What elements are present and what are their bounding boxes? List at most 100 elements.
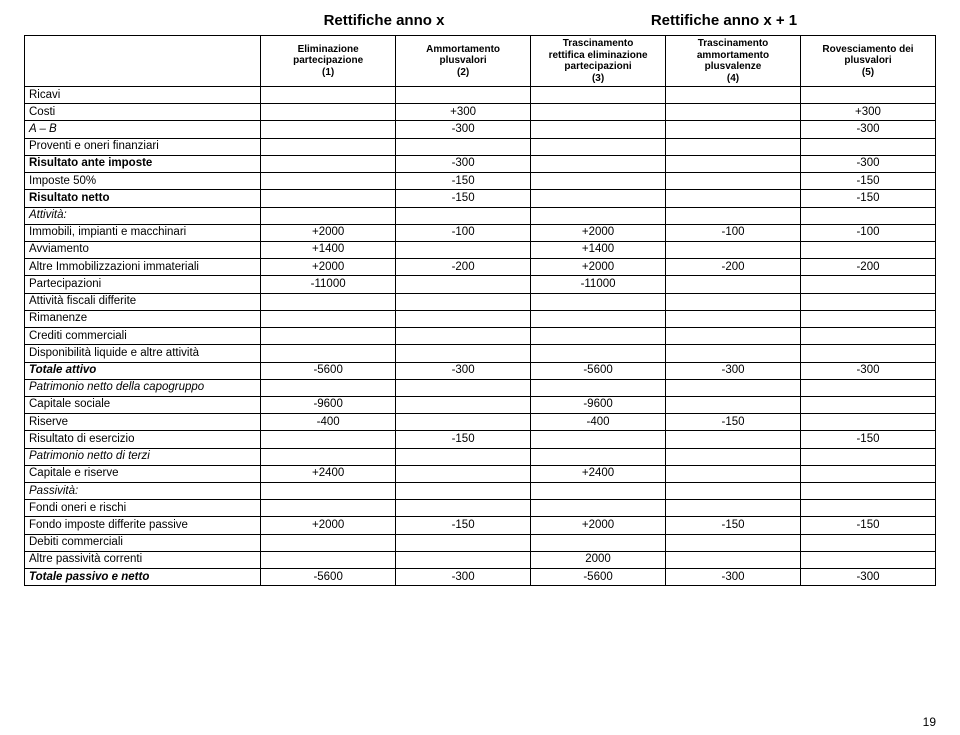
- cell: [666, 310, 801, 327]
- cell: [396, 551, 531, 568]
- cell: [396, 448, 531, 465]
- cell: [531, 121, 666, 138]
- cell: [800, 465, 935, 482]
- cell: [800, 448, 935, 465]
- cell: [666, 155, 801, 172]
- cell: [666, 483, 801, 500]
- row-label: Totale passivo e netto: [25, 569, 261, 586]
- cell: [261, 87, 396, 104]
- title-right: Rettifiche anno x + 1: [534, 12, 914, 29]
- table-row: Altre passività correnti2000: [25, 551, 936, 568]
- row-label: Risultato di esercizio: [25, 431, 261, 448]
- cell: -100: [666, 224, 801, 241]
- table-row: Debiti commerciali: [25, 534, 936, 551]
- table-row: Attività fiscali differite: [25, 293, 936, 310]
- adjustments-table: Eliminazionepartecipazione(1) Ammortamen…: [24, 35, 936, 586]
- cell: -300: [800, 121, 935, 138]
- table-row: Altre Immobilizzazioni immateriali+2000-…: [25, 259, 936, 276]
- cell: +2400: [531, 465, 666, 482]
- cell: [396, 310, 531, 327]
- cell: -300: [396, 155, 531, 172]
- row-label: Ricavi: [25, 87, 261, 104]
- cell: [666, 241, 801, 258]
- cell: [396, 465, 531, 482]
- row-label: A – B: [25, 121, 261, 138]
- cell: [261, 207, 396, 224]
- cell: -200: [396, 259, 531, 276]
- table-row: Disponibilità liquide e altre attività: [25, 345, 936, 362]
- cell: +1400: [531, 241, 666, 258]
- cell: -5600: [531, 569, 666, 586]
- cell: [666, 328, 801, 345]
- cell: [666, 190, 801, 207]
- cell: [261, 310, 396, 327]
- cell: [531, 379, 666, 396]
- cell: [261, 431, 396, 448]
- cell: [261, 379, 396, 396]
- cell: -150: [396, 431, 531, 448]
- row-label: Passività:: [25, 483, 261, 500]
- cell: [261, 173, 396, 190]
- cell: [800, 207, 935, 224]
- cell: [531, 173, 666, 190]
- cell: -100: [396, 224, 531, 241]
- cell: [800, 396, 935, 413]
- row-label: Risultato ante imposte: [25, 155, 261, 172]
- cell: -300: [666, 569, 801, 586]
- table-row: Rimanenze: [25, 310, 936, 327]
- table-row: Crediti commerciali: [25, 328, 936, 345]
- cell: [666, 534, 801, 551]
- table-row: Avviamento+1400+1400: [25, 241, 936, 258]
- cell: [261, 155, 396, 172]
- cell: -200: [800, 259, 935, 276]
- cell: [666, 551, 801, 568]
- table-row: Passività:: [25, 483, 936, 500]
- table-row: Imposte 50%-150-150: [25, 173, 936, 190]
- cell: [800, 138, 935, 155]
- row-label: Patrimonio netto di terzi: [25, 448, 261, 465]
- cell: [531, 345, 666, 362]
- cell: [396, 241, 531, 258]
- cell: [396, 207, 531, 224]
- cell: [666, 500, 801, 517]
- cell: -300: [396, 569, 531, 586]
- cell: [396, 87, 531, 104]
- table-row: Proventi e oneri finanziari: [25, 138, 936, 155]
- cell: -150: [800, 190, 935, 207]
- cell: [666, 293, 801, 310]
- cell: [666, 121, 801, 138]
- cell: -300: [800, 155, 935, 172]
- row-label: Risultato netto: [25, 190, 261, 207]
- cell: [666, 173, 801, 190]
- cell: -100: [800, 224, 935, 241]
- table-row: Patrimonio netto di terzi: [25, 448, 936, 465]
- row-label: Capitale e riserve: [25, 465, 261, 482]
- cell: [800, 534, 935, 551]
- cell: -150: [800, 517, 935, 534]
- cell: -150: [800, 431, 935, 448]
- header-row: Eliminazionepartecipazione(1) Ammortamen…: [25, 36, 936, 87]
- row-label: Altre Immobilizzazioni immateriali: [25, 259, 261, 276]
- table-row: A – B-300-300: [25, 121, 936, 138]
- cell: [396, 396, 531, 413]
- cell: [261, 293, 396, 310]
- cell: [531, 483, 666, 500]
- cell: [800, 276, 935, 293]
- table-row: Ricavi: [25, 87, 936, 104]
- cell: +2000: [531, 517, 666, 534]
- cell: -300: [666, 362, 801, 379]
- cell: [261, 448, 396, 465]
- cell: [531, 87, 666, 104]
- table-row: Fondo imposte differite passive+2000-150…: [25, 517, 936, 534]
- cell: [396, 328, 531, 345]
- cell: [800, 310, 935, 327]
- cell: [666, 431, 801, 448]
- row-label: Immobili, impianti e macchinari: [25, 224, 261, 241]
- cell: -300: [396, 362, 531, 379]
- row-label: Rimanenze: [25, 310, 261, 327]
- cell: -300: [800, 569, 935, 586]
- row-label: Capitale sociale: [25, 396, 261, 413]
- cell: -150: [396, 190, 531, 207]
- cell: -5600: [531, 362, 666, 379]
- row-label: Crediti commerciali: [25, 328, 261, 345]
